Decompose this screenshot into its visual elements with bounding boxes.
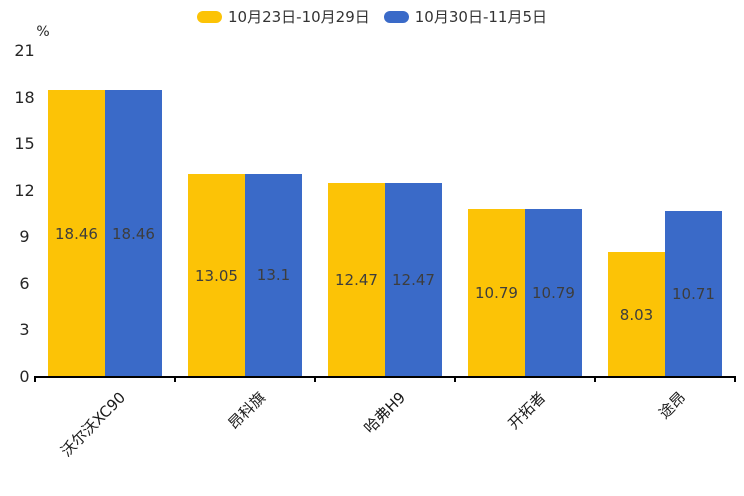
y-tick-label: 9	[19, 227, 30, 247]
y-axis-unit-label: %	[36, 24, 50, 40]
bar-value-label: 18.46	[112, 224, 155, 243]
bar-value-label: 10.79	[532, 284, 575, 303]
y-tick-label: 18	[14, 87, 35, 107]
bar	[48, 90, 105, 377]
x-axis-tick	[34, 377, 36, 382]
x-category-label: 哈弗H9	[360, 388, 410, 438]
x-axis-tick	[594, 377, 596, 382]
x-axis-tick	[314, 377, 316, 382]
bar	[328, 183, 385, 377]
x-axis-tick	[174, 377, 176, 382]
y-tick-label: 3	[19, 320, 30, 340]
bar	[188, 174, 245, 377]
bar-value-label: 13.05	[195, 266, 238, 285]
bar-value-label: 8.03	[619, 305, 654, 324]
y-tick-label: 0	[19, 367, 30, 386]
y-tick-label: 15	[14, 134, 35, 154]
bar-value-label: 18.46	[55, 224, 98, 243]
legend-swatch-icon	[383, 10, 409, 23]
legend: 10月23日-10月29日 10月30日-11月5日	[0, 6, 744, 27]
legend-swatch-icon	[197, 10, 222, 23]
y-tick-label: 21	[14, 41, 35, 60]
bar	[245, 173, 302, 377]
bar	[665, 210, 722, 377]
legend-label: 10月30日-11月5日	[414, 8, 547, 26]
x-category-label: 途昂	[655, 388, 690, 423]
bar-value-label: 10.71	[672, 284, 715, 303]
y-tick-label: 12	[14, 180, 35, 200]
bar-value-label: 12.47	[335, 271, 378, 290]
y-tick-label: 6	[19, 273, 30, 293]
legend-label: 10月23日-10月29日	[228, 8, 370, 26]
bar-value-label: 10.79	[475, 284, 518, 303]
bar	[385, 183, 442, 377]
bar	[105, 90, 162, 377]
legend-item[interactable]: 10月23日-10月29日	[197, 6, 370, 27]
x-axis-line	[34, 376, 736, 378]
bar-value-label: 12.47	[392, 271, 435, 290]
x-axis-tick	[734, 377, 736, 382]
x-category-label: 开拓者	[504, 388, 550, 433]
x-category-label: 沃尔沃XC90	[57, 388, 130, 461]
bar	[468, 209, 525, 377]
bar-value-label: 13.1	[256, 266, 291, 285]
x-category-label: 昂科旗	[224, 388, 270, 433]
bar	[525, 209, 582, 377]
x-axis-tick	[454, 377, 456, 382]
legend-item[interactable]: 10月30日-11月5日	[383, 6, 547, 27]
bar	[608, 252, 665, 377]
